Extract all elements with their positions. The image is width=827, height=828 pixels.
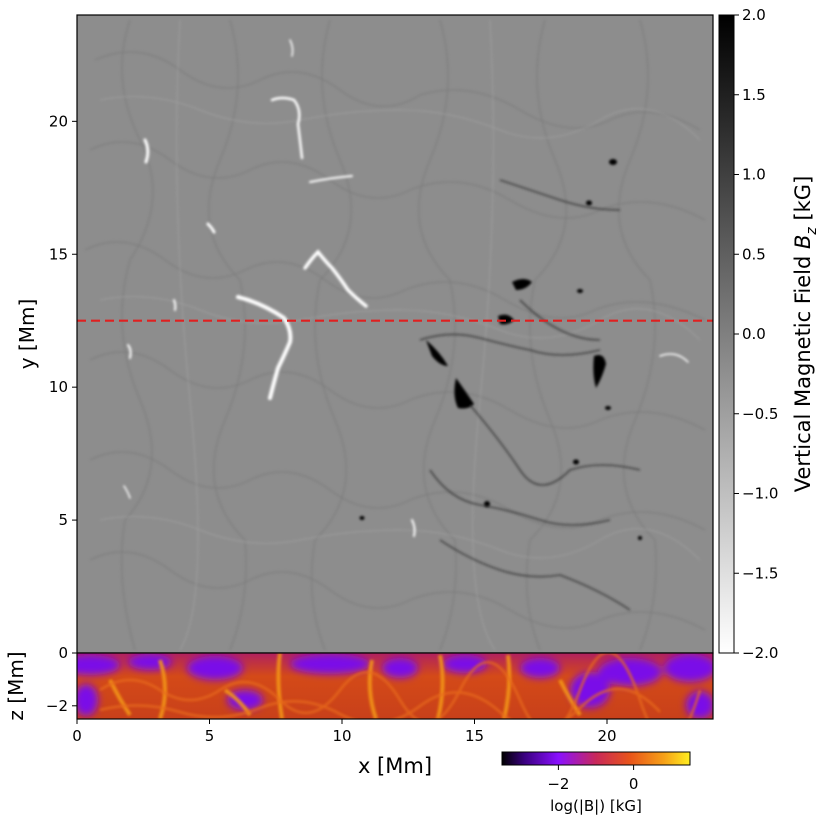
x-tick-label: 10 <box>332 727 351 745</box>
z-tick-label: −2 <box>46 697 68 715</box>
x-axis: 0 5 10 15 20 <box>72 719 617 745</box>
logb-colorbar-tick-label: 0 <box>629 775 639 793</box>
logb-colorbar-ticks: −2 0 <box>547 765 638 793</box>
slice-purple-regions <box>77 654 713 719</box>
y-tick-label: 20 <box>49 112 68 130</box>
x-tick-label: 15 <box>465 727 484 745</box>
bz-colorbar-tick-label: 0.5 <box>742 245 766 263</box>
x-tick-label: 0 <box>72 727 82 745</box>
positive-flux <box>123 39 689 537</box>
slice-map <box>77 653 713 719</box>
bz-map <box>77 15 713 653</box>
bz-colorbar-tick-label: 1.0 <box>742 166 766 184</box>
y-tick-label: 5 <box>58 511 68 529</box>
bz-colorbar-tick-label: −1.0 <box>742 485 778 503</box>
x-axis-label: x [Mm] <box>358 754 432 778</box>
bz-colorbar-tick-label: 0.0 <box>742 325 766 343</box>
bz-map-background <box>77 15 713 653</box>
bz-colorbar-tick-label: 2.0 <box>742 6 766 24</box>
y-tick-label: 15 <box>49 245 68 263</box>
y-axis-label: y [Mm] <box>15 299 39 370</box>
z-axis-label: z [Mm] <box>4 651 28 720</box>
x-tick-label: 20 <box>597 727 616 745</box>
bz-colorbar-ticks: 2.0 1.5 1.0 0.5 0.0 −0.5 −1.0 −1.5 −2.0 <box>734 6 778 662</box>
logb-colorbar: −2 0 log(|B|) [kG] <box>501 751 691 815</box>
granulation-network <box>84 19 706 651</box>
bz-colorbar-tick-label: −0.5 <box>742 405 778 423</box>
bz-colorbar-tick-label: −1.5 <box>742 564 778 582</box>
logb-colorbar-label: log(|B|) [kG] <box>550 797 642 815</box>
logb-colorbar-scale <box>501 751 691 766</box>
x-tick-label: 5 <box>205 727 215 745</box>
slice-orange-swirls <box>99 653 702 719</box>
y-axis-top: 5 10 15 20 <box>49 112 77 529</box>
z-tick-label: 0 <box>58 644 68 662</box>
bz-colorbar-scale <box>718 14 735 654</box>
bz-colorbar: 2.0 1.5 1.0 0.5 0.0 −0.5 −1.0 −1.5 −2.0 Vertical… <box>718 6 820 662</box>
negative-lanes <box>419 179 641 611</box>
bz-colorbar-tick-label: −2.0 <box>742 644 778 662</box>
bz-colorbar-label: Vertical Magnetic Field Bz [kG] <box>791 176 820 493</box>
negative-flux <box>359 159 642 540</box>
y-tick-label: 10 <box>49 378 68 396</box>
bz-colorbar-tick-label: 1.5 <box>742 86 766 104</box>
slice-frame <box>76 652 714 720</box>
logb-colorbar-tick-label: −2 <box>547 775 569 793</box>
y-axis-slice: 0 −2 <box>46 644 77 715</box>
